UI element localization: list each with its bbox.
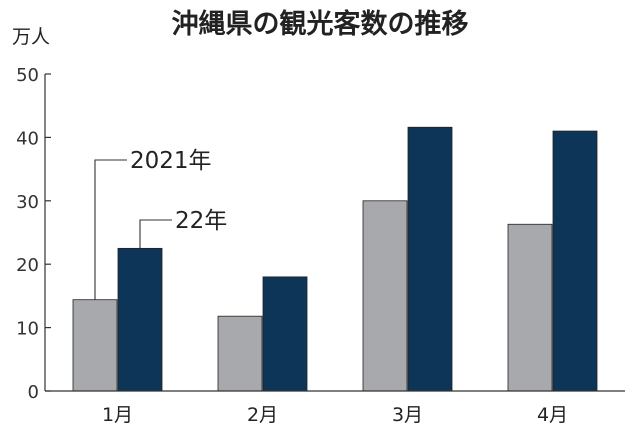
y-axis: 0 10 20 30 40 50 [16,65,51,403]
y-tick-label: 50 [16,65,39,86]
x-category-label: 2月 [247,404,278,426]
y-tick-label: 30 [16,192,39,213]
x-category-label: 4月 [537,404,568,426]
callout-line [94,159,127,300]
chart-title: 沖縄県の観光客数の推移 [172,8,469,40]
y-tick-label: 20 [16,255,39,276]
y-unit-label: 万人 [12,26,50,48]
bars [72,126,598,392]
bar-series-1 [362,200,408,392]
x-category-label: 3月 [392,404,423,426]
y-tick-label: 10 [16,319,39,340]
bar-series-2 [552,130,598,392]
series-callouts: 2021年 22年 [94,148,227,300]
x-category-label: 1月 [102,404,133,426]
series-label: 22年 [175,208,227,234]
bar-series-1 [72,299,118,392]
bar-series-2 [262,276,308,392]
y-tick-label: 0 [28,382,39,403]
callout-line [139,219,172,249]
series-label: 2021年 [130,148,212,174]
y-tick-label: 40 [16,128,39,149]
bar-series-2 [117,247,163,392]
bar-series-1 [217,315,263,392]
x-axis: 1月 2月 3月 4月 [45,390,625,426]
bar-series-2 [407,126,453,392]
bar-series-1 [507,223,553,392]
